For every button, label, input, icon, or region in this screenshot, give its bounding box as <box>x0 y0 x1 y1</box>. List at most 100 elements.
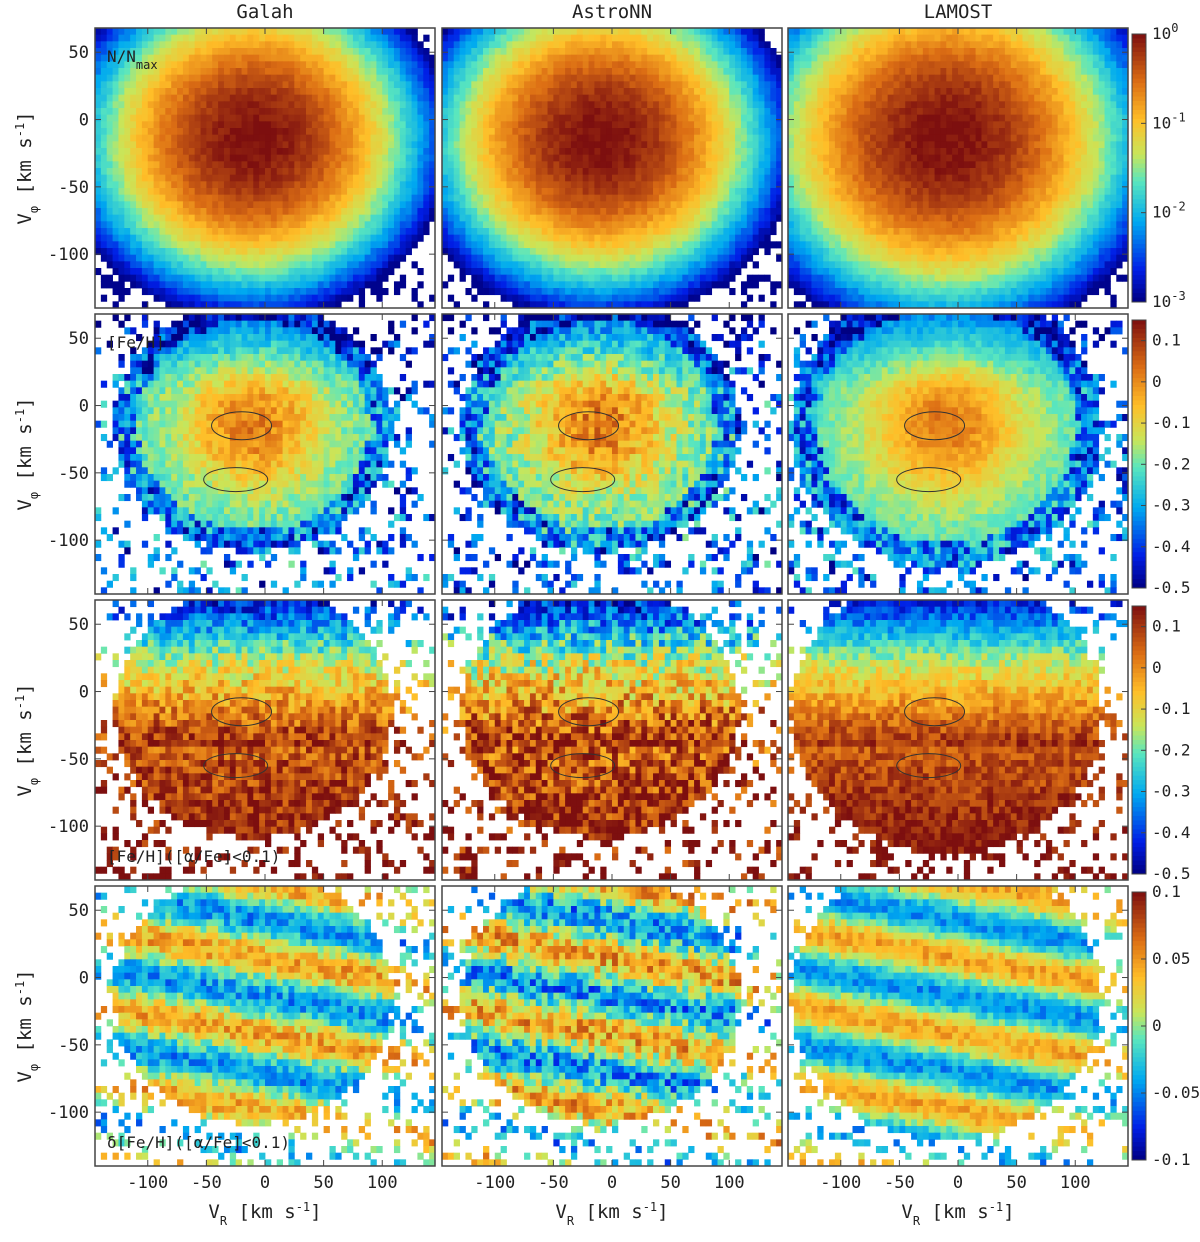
heatmap-cell <box>535 261 543 269</box>
heatmap-cell <box>130 74 137 82</box>
heatmap-cell <box>171 221 178 229</box>
heatmap-cell <box>447 201 455 209</box>
heatmap-cell <box>253 94 260 102</box>
heatmap-cell <box>294 168 301 176</box>
heatmap-cell <box>247 201 254 209</box>
heatmap-cell <box>524 268 531 276</box>
heatmap-cell <box>576 174 584 182</box>
heatmap-cell <box>323 194 330 202</box>
heatmap-cell <box>447 194 455 202</box>
heatmap-cell <box>459 254 466 262</box>
heatmap-cell <box>282 154 289 162</box>
heatmap-cell <box>494 214 502 222</box>
heatmap-cell <box>147 268 155 276</box>
heatmap-cell <box>364 68 371 76</box>
heatmap-cell <box>612 141 619 149</box>
heatmap-cell <box>699 274 707 282</box>
heatmap-cell <box>165 268 172 276</box>
heatmap-cell <box>746 194 754 202</box>
heatmap-cell <box>658 121 666 129</box>
heatmap-cell <box>500 241 507 249</box>
heatmap-cell <box>653 288 660 296</box>
heatmap-cell <box>705 134 713 142</box>
heatmap-cell <box>629 114 636 122</box>
heatmap-cell <box>265 234 272 242</box>
heatmap-cell <box>758 101 765 109</box>
heatmap-cell <box>265 194 272 202</box>
heatmap-cell <box>229 208 237 216</box>
heatmap-cell <box>212 241 219 249</box>
heatmap-cell <box>341 88 348 96</box>
heatmap-cell <box>130 154 137 162</box>
heatmap-cell <box>740 121 748 129</box>
heatmap-cell <box>188 34 196 42</box>
heatmap-cell <box>641 148 648 156</box>
heatmap-cell <box>653 214 660 222</box>
heatmap-cell <box>612 154 619 162</box>
heatmap-cell <box>565 294 572 302</box>
heatmap-cell <box>352 168 360 176</box>
heatmap-cell <box>729 248 736 256</box>
heatmap-cell <box>364 61 371 69</box>
heatmap-cell <box>147 161 155 169</box>
heatmap-cell <box>999 54 1006 62</box>
heatmap-cell <box>776 181 782 189</box>
heatmap-cell <box>288 108 295 116</box>
heatmap-cell <box>723 194 730 202</box>
heatmap-cell <box>370 174 377 182</box>
heatmap-cell <box>506 161 513 169</box>
heatmap-cell <box>617 174 625 182</box>
heatmap-cell <box>711 281 718 289</box>
heatmap-cell <box>993 54 1000 62</box>
heatmap-cell <box>688 234 695 242</box>
heatmap-cell <box>200 81 207 89</box>
heatmap-cell <box>259 154 266 162</box>
heatmap-cell <box>676 294 683 302</box>
heatmap-cell <box>382 208 389 216</box>
heatmap-cell <box>194 134 201 142</box>
heatmap-cell <box>799 61 806 69</box>
heatmap-cell <box>218 268 225 276</box>
heatmap-cell <box>118 254 125 262</box>
heatmap-cell <box>547 168 554 176</box>
heatmap-cell <box>352 94 360 102</box>
heatmap-cell <box>265 154 272 162</box>
heatmap-cell <box>676 61 683 69</box>
heatmap-cell <box>500 294 507 302</box>
heatmap-cell <box>694 88 701 96</box>
heatmap-cell <box>388 261 395 269</box>
heatmap-cell <box>617 281 625 289</box>
heatmap-cell <box>963 34 971 42</box>
heatmap-cell <box>459 181 466 189</box>
heatmap-cell <box>429 161 435 169</box>
heatmap-cell <box>717 254 724 262</box>
heatmap-cell <box>1063 34 1070 42</box>
heatmap-cell <box>429 188 435 196</box>
heatmap-cell <box>317 74 325 82</box>
heatmap-cell <box>118 121 125 129</box>
heatmap-cell <box>294 268 301 276</box>
heatmap-cell <box>570 248 578 256</box>
heatmap-cell <box>529 101 537 109</box>
heatmap-cell <box>1081 41 1088 49</box>
heatmap-cell <box>483 108 490 116</box>
heatmap-cell <box>740 181 748 189</box>
heatmap-cell <box>758 41 765 49</box>
heatmap-cell <box>265 128 272 136</box>
heatmap-cell <box>294 34 301 42</box>
heatmap-cell <box>106 161 113 169</box>
heatmap-cell <box>347 201 354 209</box>
heatmap-cell <box>570 128 578 136</box>
heatmap-cell <box>758 168 765 176</box>
heatmap-cell <box>500 194 507 202</box>
heatmap-cell <box>617 141 625 149</box>
heatmap-cell <box>153 161 160 169</box>
heatmap-cell <box>465 48 472 56</box>
heatmap-cell <box>740 74 748 82</box>
heatmap-cell <box>282 234 289 242</box>
heatmap-cell <box>594 221 601 229</box>
heatmap-cell <box>494 134 502 142</box>
heatmap-cell <box>512 48 519 56</box>
heatmap-cell <box>617 261 625 269</box>
heatmap-cell <box>471 48 478 56</box>
